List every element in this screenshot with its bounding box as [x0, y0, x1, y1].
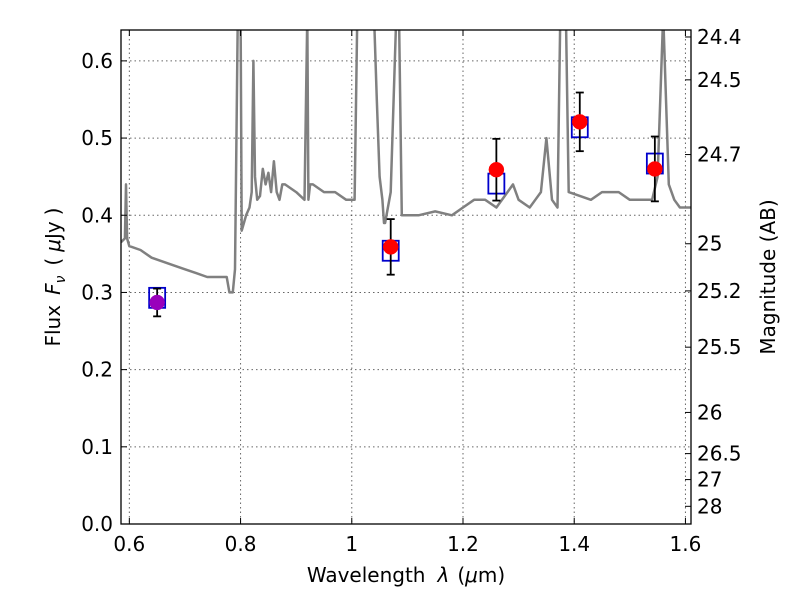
y-tick-label: 0.2: [81, 358, 113, 382]
mag-tick-label: 26: [697, 400, 722, 424]
y-tick-label: 0.0: [81, 512, 113, 536]
mag-tick-label: 25.5: [697, 335, 742, 359]
mag-tick-label: 25.2: [697, 279, 742, 303]
plot-frame: [120, 29, 692, 525]
x-tick-label: 1.6: [670, 532, 702, 556]
mag-tick-label: 28: [697, 494, 722, 518]
y-tick-label: 0.3: [81, 280, 113, 304]
mag-tick-label: 24.7: [697, 143, 742, 167]
y-tick-label: 0.6: [81, 49, 113, 73]
y-tick-label: 0.4: [81, 203, 113, 227]
mag-tick-label: 25: [697, 232, 722, 256]
observed-flux-point: [572, 114, 588, 130]
x-tick-label: 0.6: [113, 532, 145, 556]
mag-tick-label: 26.5: [697, 442, 742, 466]
mag-tick-label: 27: [697, 468, 722, 492]
observed-flux-point: [647, 161, 663, 177]
x-tick-label: 0.8: [225, 532, 257, 556]
y2-axis-title: Magnitude (AB): [756, 199, 780, 354]
x-axis-title: Wavelength λ (μm): [307, 563, 505, 587]
x-tick-label: 1.2: [447, 532, 479, 556]
observed-flux-point: [149, 294, 165, 311]
y-axis-title: FluxFν(μJy): [41, 207, 69, 346]
model-spectrum-line: [121, 30, 691, 294]
mag-tick-label: 24.4: [697, 25, 742, 49]
y-axis-left: 0.0 0.1 0.2 0.3 0.4 0.5 0.6: [81, 49, 127, 536]
observed-flux-point: [382, 239, 399, 255]
y-tick-label: 0.1: [81, 435, 113, 459]
x-tick-label: 1.4: [558, 532, 590, 556]
observed-flux-point: [488, 161, 505, 178]
y-tick-label: 0.5: [81, 126, 113, 150]
x-axis: 0.6 0.8 1 1.2 1.4 1.6: [113, 30, 701, 556]
x-tick-label: 1: [345, 532, 358, 556]
mag-tick-label: 24.5: [697, 68, 742, 92]
photometry-layer: [148, 91, 664, 318]
spectrum-layer: [121, 30, 691, 294]
